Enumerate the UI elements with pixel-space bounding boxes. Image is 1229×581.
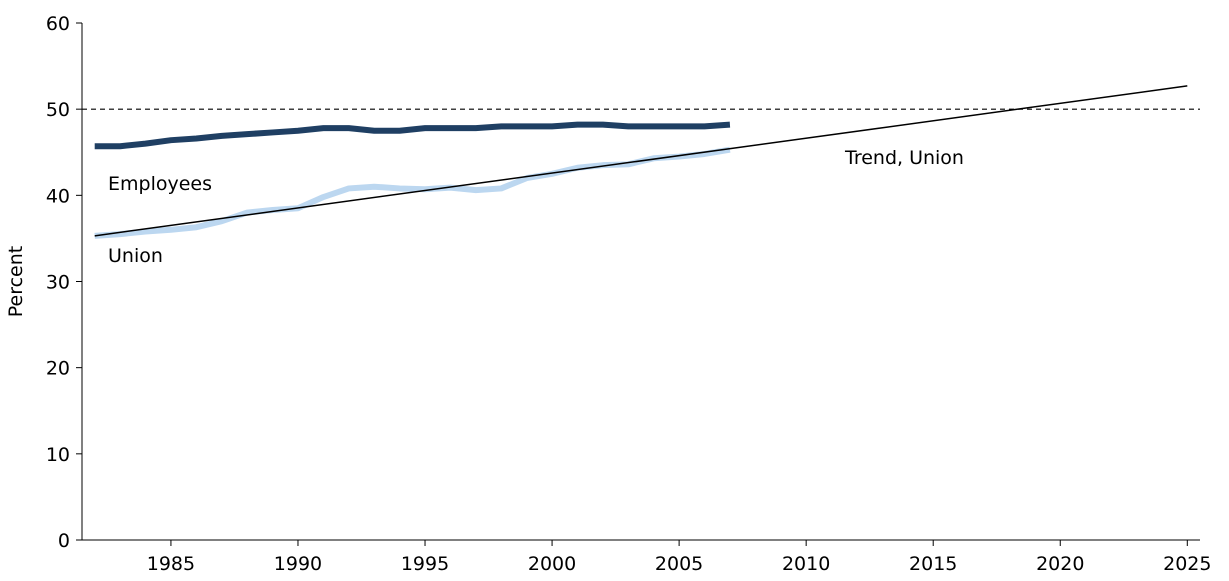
y-tick-label: 20 — [46, 358, 70, 380]
x-tick-label: 2010 — [782, 553, 830, 575]
x-tick-label: 2005 — [655, 553, 703, 575]
x-tick-label: 1995 — [401, 553, 449, 575]
series-label: Employees — [108, 173, 212, 195]
series-label: Union — [108, 245, 163, 267]
y-axis-label: Percent — [5, 246, 27, 318]
y-tick-label: 10 — [46, 444, 70, 466]
x-tick-label: 2015 — [909, 553, 957, 575]
y-tick-label: 40 — [46, 185, 70, 207]
x-tick-label: 1990 — [274, 553, 322, 575]
series-label: Trend, Union — [844, 147, 964, 169]
y-tick-label: 60 — [46, 13, 70, 35]
y-tick-label: 50 — [46, 99, 70, 121]
series-line — [94, 146, 731, 239]
y-tick-label: 30 — [46, 272, 70, 294]
x-tick-label: 2025 — [1163, 553, 1211, 575]
x-tick-label: 1985 — [147, 553, 195, 575]
x-tick-label: 2020 — [1036, 553, 1084, 575]
series-line — [94, 121, 731, 150]
y-tick-label: 0 — [58, 530, 70, 552]
x-tick-label: 2000 — [528, 553, 576, 575]
series-line — [94, 85, 1188, 237]
